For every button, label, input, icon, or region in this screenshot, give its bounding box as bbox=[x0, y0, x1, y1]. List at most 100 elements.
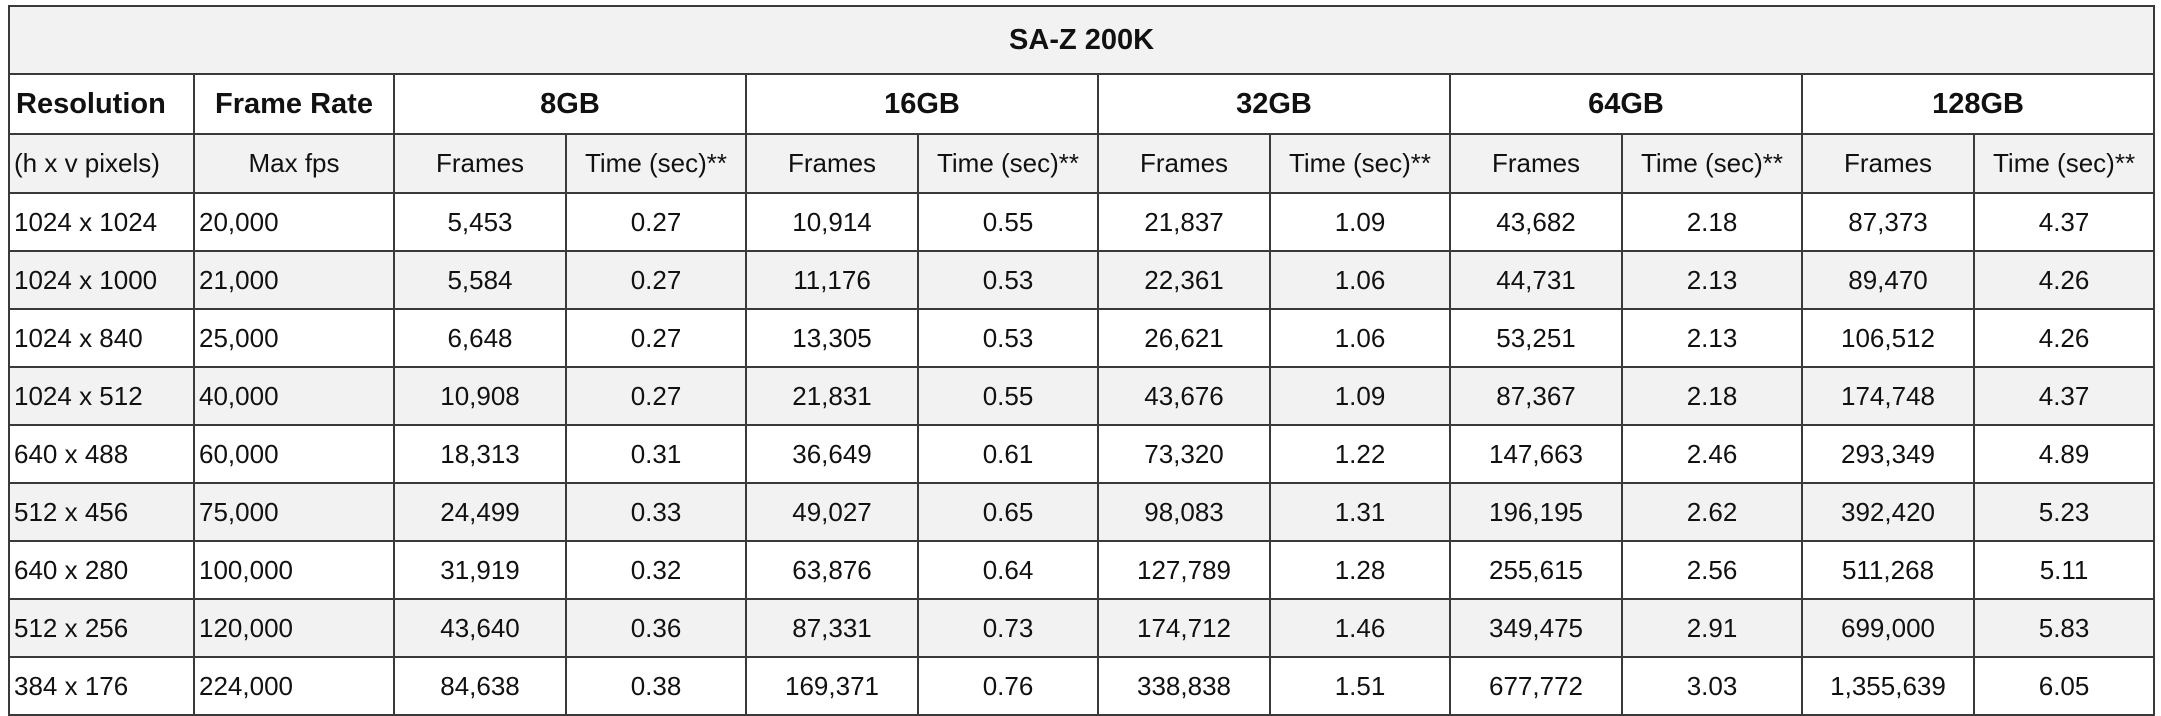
table-row: 1024 x 512 40,000 10,908 0.27 21,831 0.55 43,6… bbox=[8, 366, 2156, 426]
time-cell: 0.53 bbox=[917, 250, 1099, 310]
time-cell: 5.11 bbox=[1972, 540, 2156, 600]
frames-cell: 73,320 bbox=[1097, 424, 1271, 484]
table-row: 384 x 176 224,000 84,638 0.38 169,371 0.76 338… bbox=[8, 656, 2156, 716]
frames-cell: 18,313 bbox=[393, 424, 567, 484]
time-cell: 2.56 bbox=[1621, 540, 1803, 600]
table-title: SA-Z 200K bbox=[7, 5, 2156, 75]
frames-cell: 196,195 bbox=[1449, 482, 1623, 542]
resolution-cell: 512 x 456 bbox=[8, 482, 195, 542]
frames-cell: 26,621 bbox=[1097, 308, 1271, 368]
time-cell: 0.27 bbox=[565, 308, 747, 368]
time-subheader: Time (sec)** bbox=[1621, 133, 1803, 194]
time-cell: 0.27 bbox=[565, 366, 747, 426]
frames-cell: 36,649 bbox=[745, 424, 919, 484]
subheader-row: (h x v pixels) Max fps Frames Time (sec)… bbox=[8, 133, 2156, 194]
spec-table-container: SA-Z 200K Resolution Frame Rate 8GB 16GB… bbox=[7, 5, 2156, 716]
recording-time-table: SA-Z 200K Resolution Frame Rate 8GB 16GB… bbox=[7, 5, 2156, 716]
time-cell: 6.05 bbox=[1972, 656, 2156, 716]
frames-cell: 174,748 bbox=[1801, 366, 1975, 426]
frames-cell: 349,475 bbox=[1449, 598, 1623, 658]
time-cell: 4.26 bbox=[1972, 250, 2156, 310]
frames-cell: 392,420 bbox=[1801, 482, 1975, 542]
capacity-header-32gb: 32GB bbox=[1097, 73, 1451, 135]
capacity-header-16gb: 16GB bbox=[745, 73, 1099, 135]
time-cell: 0.73 bbox=[917, 598, 1099, 658]
resolution-cell: 1024 x 1024 bbox=[8, 192, 195, 252]
time-cell: 4.37 bbox=[1972, 366, 2156, 426]
time-cell: 2.46 bbox=[1621, 424, 1803, 484]
time-cell: 2.13 bbox=[1621, 308, 1803, 368]
frames-cell: 89,470 bbox=[1801, 250, 1975, 310]
time-cell: 0.76 bbox=[917, 656, 1099, 716]
table-row: 512 x 456 75,000 24,499 0.33 49,027 0.65 98,08… bbox=[8, 482, 2156, 542]
frames-cell: 10,908 bbox=[393, 366, 567, 426]
frames-cell: 87,331 bbox=[745, 598, 919, 658]
capacity-header-128gb: 128GB bbox=[1800, 73, 2156, 135]
frames-cell: 31,919 bbox=[393, 540, 567, 600]
frames-cell: 147,663 bbox=[1449, 424, 1623, 484]
capacity-header-8gb: 8GB bbox=[393, 73, 747, 135]
time-cell: 2.13 bbox=[1621, 250, 1803, 310]
resolution-cell: 384 x 176 bbox=[8, 656, 195, 716]
frames-cell: 43,640 bbox=[393, 598, 567, 658]
table-row: 1024 x 840 25,000 6,648 0.27 13,305 0.53 26,62… bbox=[8, 308, 2156, 368]
frames-cell: 5,453 bbox=[393, 192, 567, 252]
table-row: 512 x 256 120,000 43,640 0.36 87,331 0.73 174,… bbox=[8, 598, 2156, 658]
header-row: Resolution Frame Rate 8GB 16GB 32GB 64GB… bbox=[8, 73, 2156, 135]
frames-cell: 699,000 bbox=[1801, 598, 1975, 658]
time-cell: 0.31 bbox=[565, 424, 747, 484]
frames-cell: 22,361 bbox=[1097, 250, 1271, 310]
time-cell: 1.46 bbox=[1269, 598, 1451, 658]
time-subheader: Time (sec)** bbox=[565, 133, 747, 194]
max-fps-cell: 25,000 bbox=[193, 308, 395, 368]
time-cell: 0.32 bbox=[565, 540, 747, 600]
resolution-cell: 1024 x 512 bbox=[8, 366, 195, 426]
table-row: 640 x 488 60,000 18,313 0.31 36,649 0.61 73,32… bbox=[8, 424, 2156, 484]
time-cell: 0.27 bbox=[565, 250, 747, 310]
frames-cell: 293,349 bbox=[1801, 424, 1975, 484]
resolution-unit: (h x v pixels) bbox=[8, 133, 195, 194]
frames-cell: 255,615 bbox=[1449, 540, 1623, 600]
table-row: 1024 x 1000 21,000 5,584 0.27 11,176 0.53 22,3… bbox=[8, 250, 2156, 310]
time-cell: 1.06 bbox=[1269, 308, 1451, 368]
frames-subheader: Frames bbox=[1801, 133, 1975, 194]
time-cell: 4.26 bbox=[1972, 308, 2156, 368]
max-fps-cell: 120,000 bbox=[193, 598, 395, 658]
frames-cell: 49,027 bbox=[745, 482, 919, 542]
table-body: 1024 x 1024 20,000 5,453 0.27 10,914 0.55 21,8… bbox=[8, 192, 2156, 716]
max-fps-cell: 40,000 bbox=[193, 366, 395, 426]
time-cell: 1.09 bbox=[1269, 192, 1451, 252]
resolution-cell: 1024 x 840 bbox=[8, 308, 195, 368]
frames-cell: 44,731 bbox=[1449, 250, 1623, 310]
frames-cell: 169,371 bbox=[745, 656, 919, 716]
time-cell: 5.83 bbox=[1972, 598, 2156, 658]
frames-cell: 11,176 bbox=[745, 250, 919, 310]
time-cell: 0.36 bbox=[565, 598, 747, 658]
time-cell: 0.38 bbox=[565, 656, 747, 716]
max-fps-cell: 21,000 bbox=[193, 250, 395, 310]
frames-subheader: Frames bbox=[393, 133, 567, 194]
frames-cell: 174,712 bbox=[1097, 598, 1271, 658]
resolution-cell: 512 x 256 bbox=[8, 598, 195, 658]
time-cell: 0.61 bbox=[917, 424, 1099, 484]
time-cell: 1.28 bbox=[1269, 540, 1451, 600]
frames-cell: 63,876 bbox=[745, 540, 919, 600]
time-cell: 0.64 bbox=[917, 540, 1099, 600]
capacity-header-64gb: 64GB bbox=[1449, 73, 1803, 135]
time-cell: 0.65 bbox=[917, 482, 1099, 542]
frames-subheader: Frames bbox=[1097, 133, 1271, 194]
time-cell: 0.55 bbox=[917, 192, 1099, 252]
frames-cell: 1,355,639 bbox=[1801, 656, 1975, 716]
frame-rate-unit: Max fps bbox=[193, 133, 395, 194]
time-cell: 3.03 bbox=[1621, 656, 1803, 716]
table-row: 640 x 280 100,000 31,919 0.32 63,876 0.64 127,… bbox=[8, 540, 2156, 600]
max-fps-cell: 224,000 bbox=[193, 656, 395, 716]
table-row: 1024 x 1024 20,000 5,453 0.27 10,914 0.55 21,8… bbox=[8, 192, 2156, 252]
time-cell: 1.51 bbox=[1269, 656, 1451, 716]
time-cell: 5.23 bbox=[1972, 482, 2156, 542]
time-cell: 1.22 bbox=[1269, 424, 1451, 484]
max-fps-cell: 60,000 bbox=[193, 424, 395, 484]
time-cell: 0.53 bbox=[917, 308, 1099, 368]
frames-cell: 43,676 bbox=[1097, 366, 1271, 426]
frames-cell: 106,512 bbox=[1801, 308, 1975, 368]
